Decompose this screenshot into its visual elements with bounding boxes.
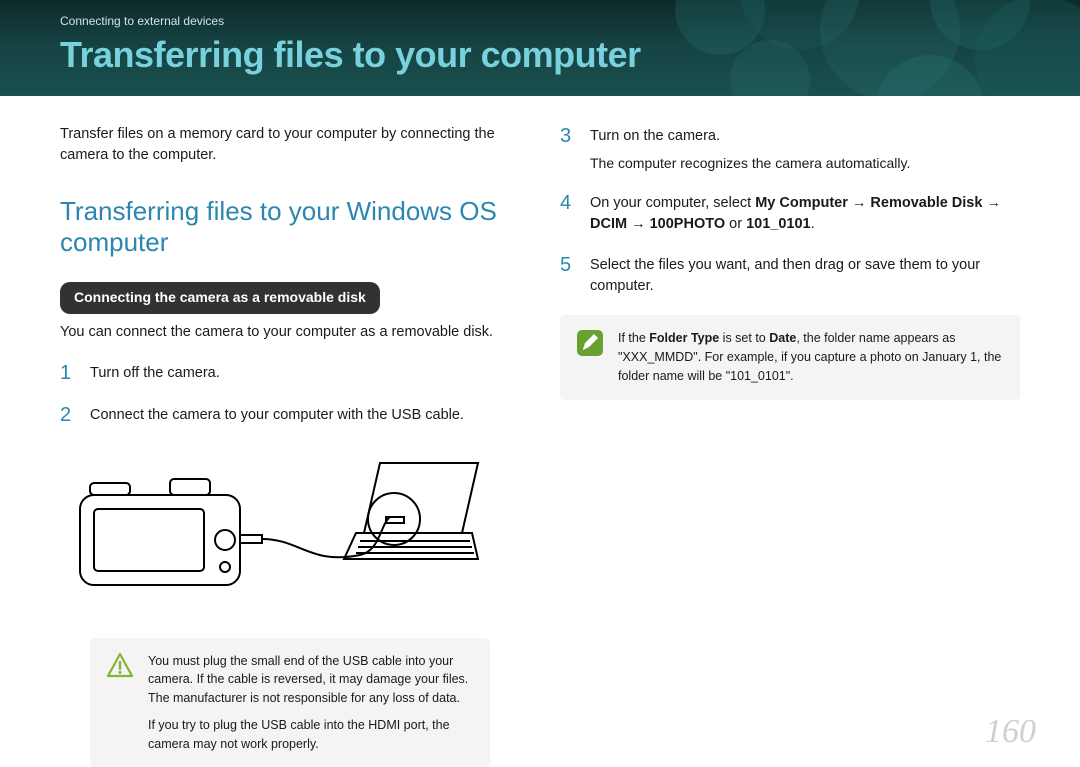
caution-note: You must plug the small end of the USB c…: [90, 638, 490, 767]
tip-note: If the Folder Type is set to Date, the f…: [560, 315, 1020, 399]
step-list-left: 1 Turn off the camera. 2 Connect the cam…: [60, 361, 520, 427]
step-number: 4: [560, 191, 576, 235]
pencil-icon: [576, 329, 604, 357]
step-number: 1: [60, 361, 76, 385]
step-item: 1 Turn off the camera.: [60, 361, 520, 385]
decorative-bokeh: [660, 0, 1080, 96]
right-column: 3 Turn on the camera. The computer recog…: [560, 124, 1020, 767]
page-number: 160: [985, 713, 1036, 751]
step-item: 2 Connect the camera to your computer wi…: [60, 403, 520, 427]
caution-paragraph: If you try to plug the USB cable into th…: [148, 716, 474, 754]
section-heading-windows: Transferring files to your Windows OS co…: [60, 196, 520, 258]
usb-connection-diagram: [60, 455, 480, 605]
step-number: 5: [560, 253, 576, 297]
step-item: 3 Turn on the camera. The computer recog…: [560, 124, 1020, 173]
step-number: 3: [560, 124, 576, 173]
step-number: 2: [60, 403, 76, 427]
caution-paragraph: You must plug the small end of the USB c…: [148, 652, 474, 708]
subsection-description: You can connect the camera to your compu…: [60, 322, 520, 343]
step-list-right: 3 Turn on the camera. The computer recog…: [560, 124, 1020, 297]
caution-text: You must plug the small end of the USB c…: [148, 652, 474, 754]
left-column: Transfer files on a memory card to your …: [60, 124, 520, 767]
step-text: Select the files you want, and then drag…: [590, 253, 1020, 297]
page-title: Transferring files to your computer: [60, 34, 641, 76]
caution-icon: [106, 652, 134, 680]
step-text: Turn on the camera.: [590, 126, 1020, 147]
breadcrumb: Connecting to external devices: [60, 14, 224, 28]
step-item: 4 On your computer, select My Computer →…: [560, 191, 1020, 235]
step-text: Turn off the camera.: [90, 361, 520, 385]
step-subnote: The computer recognizes the camera autom…: [590, 153, 1020, 173]
step-text: Connect the camera to your computer with…: [90, 403, 520, 427]
step-item: 5 Select the files you want, and then dr…: [560, 253, 1020, 297]
page-header: Connecting to external devices Transferr…: [0, 0, 1080, 96]
intro-text: Transfer files on a memory card to your …: [60, 124, 520, 166]
step-text: On your computer, select My Computer → R…: [590, 191, 1020, 235]
content-area: Transfer files on a memory card to your …: [0, 96, 1080, 767]
subsection-pill: Connecting the camera as a removable dis…: [60, 282, 380, 313]
tip-text: If the Folder Type is set to Date, the f…: [618, 329, 1004, 385]
